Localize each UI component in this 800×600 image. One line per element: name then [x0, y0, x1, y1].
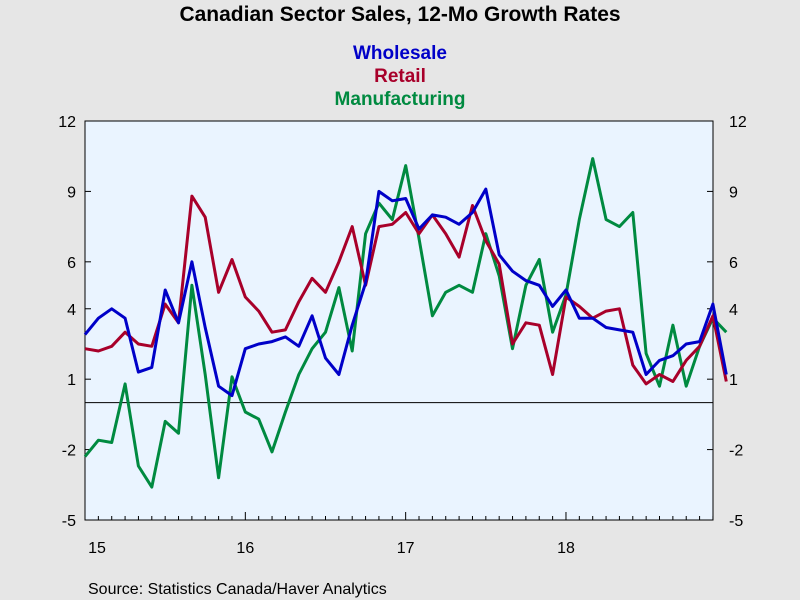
y-axis-left: 12 9 6 4 1 -2 -5	[58, 114, 91, 530]
y-tick-label-left: 9	[67, 184, 76, 201]
y-tick-label-left: 6	[67, 255, 76, 272]
y-tick-label-right: -5	[729, 513, 743, 530]
y-tick-label-right: 9	[729, 184, 738, 201]
y-axis-right: 12 9 6 4 1 -2 -5	[707, 114, 747, 530]
y-tick-label-left: 4	[67, 302, 76, 319]
x-axis: 15 16 17 18	[84, 512, 714, 557]
y-tick-label-right: 1	[729, 372, 738, 389]
series-lines	[83, 157, 728, 489]
x-tick-label: 15	[88, 540, 106, 557]
x-tick-label: 18	[557, 540, 575, 557]
series-line-manufacturing	[83, 157, 728, 489]
y-tick-label-right: -2	[729, 443, 743, 460]
legend-entry-wholesale: Wholesale	[353, 43, 447, 64]
y-tick-label-left: -2	[62, 443, 76, 460]
y-tick-label-left: 12	[58, 114, 76, 131]
y-tick-label-left: 1	[67, 372, 76, 389]
series-line-retail	[84, 194, 728, 386]
legend-entry-retail: Retail	[374, 66, 426, 87]
y-tick-label-right: 12	[729, 114, 747, 131]
chart-title: Canadian Sector Sales, 12-Mo Growth Rate…	[179, 3, 620, 26]
series-line-wholesale	[83, 187, 728, 398]
x-tick-label: 17	[397, 540, 415, 557]
y-tick-label-left: -5	[62, 513, 76, 530]
y-tick-label-right: 6	[729, 255, 738, 272]
legend-entry-manufacturing: Manufacturing	[335, 89, 466, 110]
y-tick-label-right: 4	[729, 302, 738, 319]
source-note: Source: Statistics Canada/Haver Analytic…	[88, 581, 387, 598]
x-tick-label: 16	[236, 540, 254, 557]
